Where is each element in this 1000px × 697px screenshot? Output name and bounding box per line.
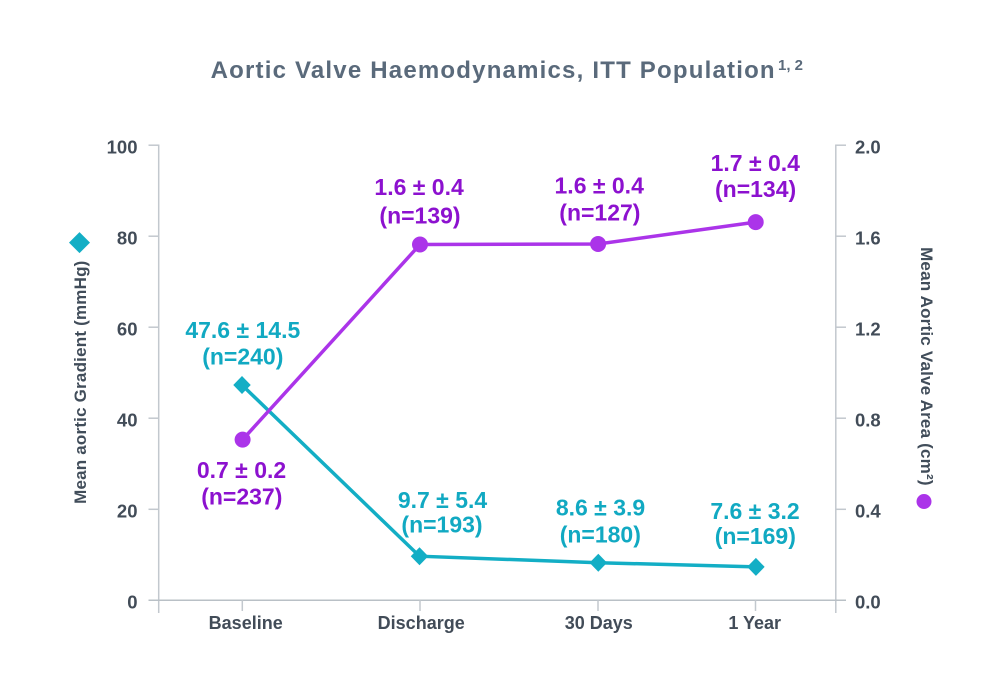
svg-text:1.2: 1.2: [855, 318, 881, 339]
svg-text:30 Days: 30 Days: [565, 613, 633, 633]
svg-text:0.8: 0.8: [855, 409, 881, 430]
svg-text:(n=180): (n=180): [560, 521, 641, 547]
svg-text:80: 80: [117, 227, 138, 248]
svg-text:1 Year: 1 Year: [728, 613, 781, 633]
svg-text:(n=134): (n=134): [715, 176, 796, 202]
svg-text:1.6: 1.6: [855, 227, 881, 248]
svg-text:Discharge: Discharge: [378, 613, 465, 633]
svg-text:1.6 ± 0.4: 1.6 ± 0.4: [555, 173, 645, 199]
svg-text:0: 0: [127, 592, 137, 613]
svg-text:47.6 ± 14.5: 47.6 ± 14.5: [185, 317, 300, 343]
svg-text:1.7 ± 0.4: 1.7 ± 0.4: [711, 150, 801, 176]
svg-text:(n=193): (n=193): [401, 512, 482, 538]
svg-text:Mean aortic Gradient (mmHg): Mean aortic Gradient (mmHg): [71, 260, 90, 503]
svg-text:(n=169): (n=169): [715, 523, 796, 549]
svg-text:8.6 ± 3.9: 8.6 ± 3.9: [556, 494, 645, 520]
svg-text:0.7 ± 0.2: 0.7 ± 0.2: [197, 457, 286, 483]
svg-text:Baseline: Baseline: [209, 613, 283, 633]
svg-text:7.6 ± 3.2: 7.6 ± 3.2: [710, 498, 799, 524]
svg-text:100: 100: [107, 136, 138, 157]
svg-text:40: 40: [117, 409, 138, 430]
svg-text:(n=139): (n=139): [379, 202, 460, 228]
svg-text:1.6 ± 0.4: 1.6 ± 0.4: [374, 174, 464, 200]
svg-text:Mean Aortic Valve Area (cm²): Mean Aortic Valve Area (cm²): [917, 247, 936, 486]
svg-text:(n=237): (n=237): [201, 484, 282, 510]
svg-text:(n=127): (n=127): [559, 199, 640, 225]
svg-text:0.4: 0.4: [855, 501, 881, 522]
svg-text:60: 60: [117, 318, 138, 339]
svg-text:20: 20: [117, 501, 138, 522]
svg-text:9.7 ± 5.4: 9.7 ± 5.4: [398, 487, 488, 513]
svg-text:Aortic Valve Haemodynamics, IT: Aortic Valve Haemodynamics, ITT Populati…: [211, 57, 776, 84]
svg-text:(n=240): (n=240): [202, 343, 283, 369]
svg-text:2.0: 2.0: [855, 136, 881, 157]
svg-text:1, 2: 1, 2: [778, 57, 803, 74]
svg-text:0.0: 0.0: [855, 592, 881, 613]
